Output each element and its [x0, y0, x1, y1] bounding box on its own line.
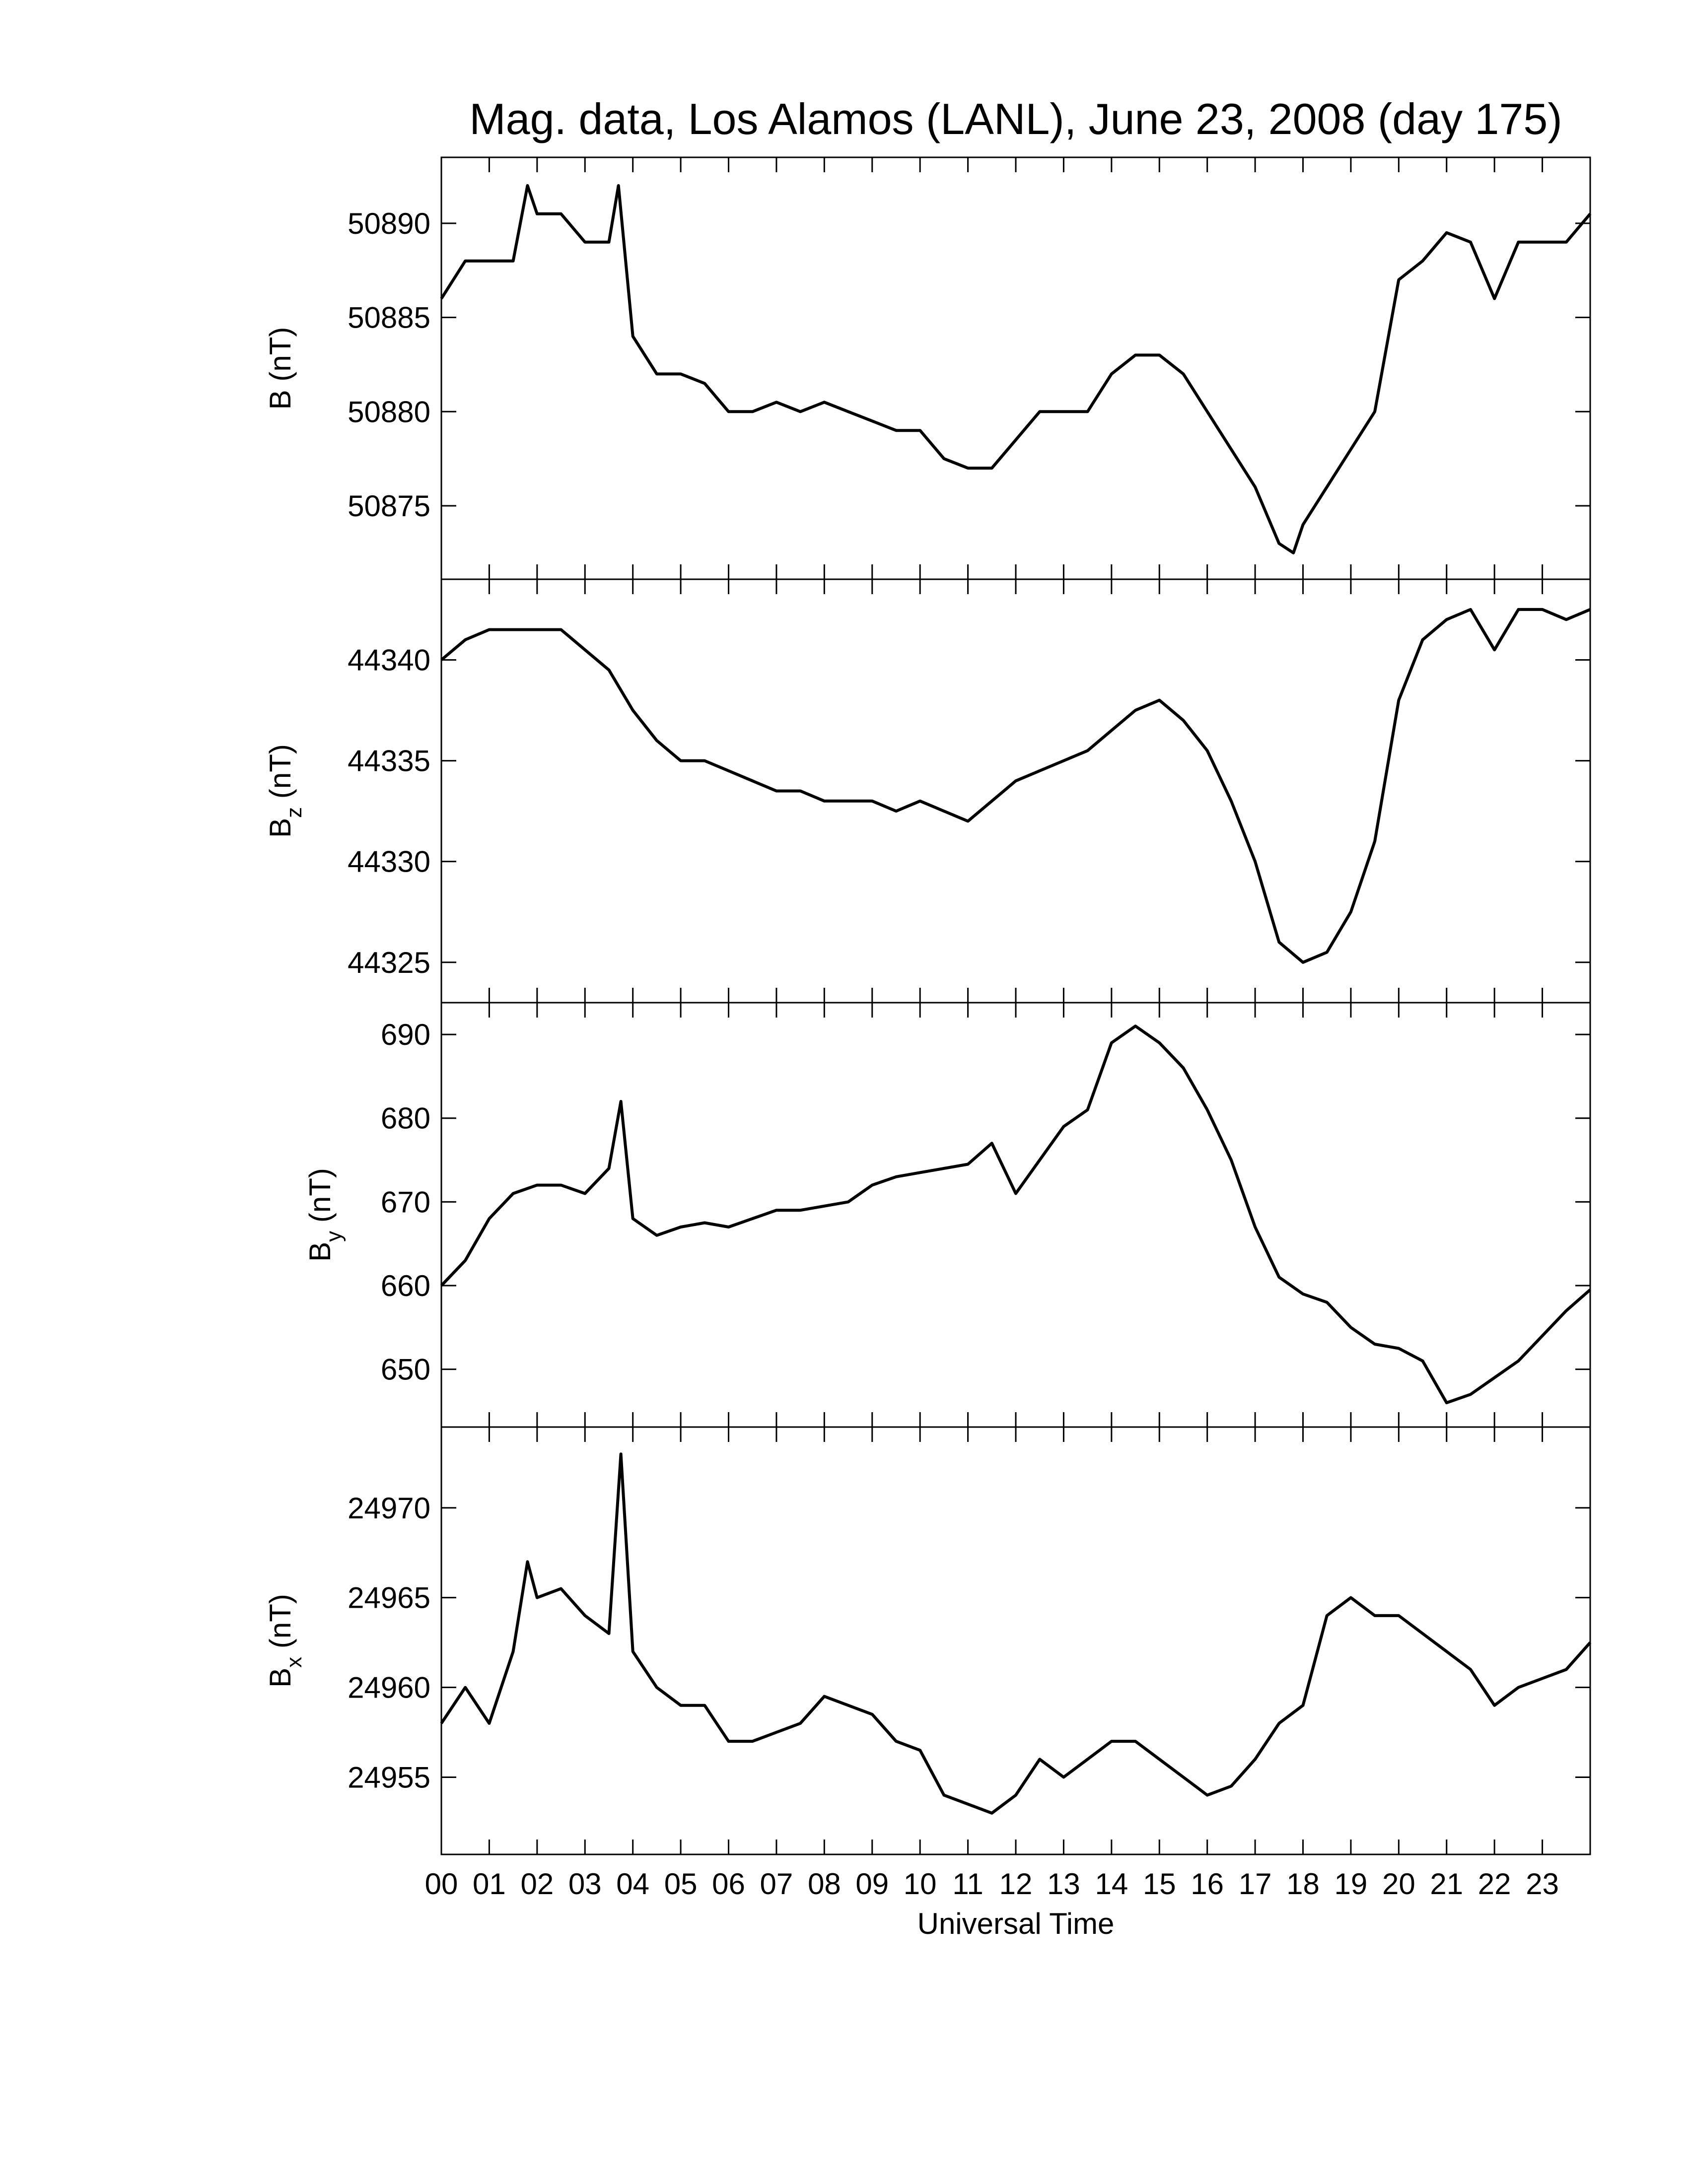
x-tick-label: 19: [1335, 1867, 1368, 1901]
y-tick-label: 680: [381, 1102, 430, 1135]
x-tick-label: 06: [712, 1867, 745, 1901]
y-label-unit: (nT): [264, 744, 297, 799]
plot-frame: [440, 578, 1591, 1004]
data-line: [440, 1024, 1591, 1405]
x-tick-label: 13: [1047, 1867, 1080, 1901]
y-label-subscript: x: [282, 1657, 306, 1668]
x-tick-label: 00: [425, 1867, 458, 1901]
y-axis-label: Bx (nT): [264, 1594, 306, 1688]
y-label-space: [264, 382, 297, 390]
y-tick-label: 24955: [348, 1761, 430, 1794]
data-line: [440, 608, 1591, 964]
y-tick-label: 650: [381, 1353, 430, 1386]
y-tick-label: 44325: [348, 946, 430, 979]
x-tick-label: 23: [1526, 1867, 1559, 1901]
x-tick-label: 16: [1191, 1867, 1224, 1901]
x-tick-label: 11: [952, 1867, 983, 1901]
data-line: [440, 1452, 1592, 1815]
y-label-subscript: z: [282, 807, 306, 818]
chart-title: Mag. data, Los Alamos (LANL), June 23, 2…: [469, 94, 1562, 143]
x-tick-label: 03: [568, 1867, 602, 1901]
y-tick-label: 50880: [348, 395, 430, 428]
x-tick-label: 10: [904, 1867, 937, 1901]
x-tick-label: 20: [1382, 1867, 1415, 1901]
y-tick-label: 44340: [348, 643, 430, 677]
y-label-unit: (nT): [264, 1594, 297, 1648]
data-line: [440, 184, 1592, 554]
y-label-symbol: B: [264, 390, 297, 410]
plot-frame: [440, 1426, 1591, 1855]
y-tick-label: 24965: [348, 1581, 430, 1615]
y-tick-label: 660: [381, 1269, 430, 1302]
x-tick-label: 12: [999, 1867, 1033, 1901]
y-label-unit: (nT): [264, 327, 297, 382]
y-label-symbol: B: [264, 818, 297, 838]
x-tick-label: 07: [760, 1867, 793, 1901]
y-label-unit: (nT): [303, 1168, 337, 1223]
y-tick-label: 44335: [348, 745, 430, 778]
y-label-space: [303, 1223, 337, 1231]
y-tick-label: 690: [381, 1018, 430, 1051]
x-tick-label: 18: [1286, 1867, 1320, 1901]
x-tick-label: 02: [520, 1867, 554, 1901]
y-tick-label: 24960: [348, 1671, 430, 1705]
x-tick-label: 05: [664, 1867, 698, 1901]
y-tick-label: 670: [381, 1185, 430, 1219]
y-label-space: [264, 1648, 297, 1657]
x-tick-label: 04: [616, 1867, 649, 1901]
x-tick-label: 14: [1095, 1867, 1128, 1901]
y-axis-label: By (nT): [303, 1168, 346, 1262]
x-tick-label: 22: [1478, 1867, 1511, 1901]
x-axis-label: Universal Time: [917, 1907, 1115, 1940]
x-tick-label: 08: [808, 1867, 841, 1901]
x-tick-label: 21: [1430, 1867, 1463, 1901]
y-label-symbol: B: [303, 1242, 337, 1262]
y-tick-label: 50885: [348, 301, 430, 335]
x-tick-label: 15: [1143, 1867, 1176, 1901]
x-tick-label: 01: [473, 1867, 506, 1901]
y-label-subscript: y: [322, 1231, 346, 1242]
y-axis-label: B (nT): [264, 327, 297, 410]
y-tick-label: 24970: [348, 1492, 430, 1525]
plot-frame: [440, 1002, 1591, 1428]
y-tick-label: 50890: [348, 207, 430, 240]
x-tick-label: 09: [855, 1867, 889, 1901]
y-label-symbol: B: [264, 1668, 297, 1688]
x-tick-label: 17: [1239, 1867, 1272, 1901]
y-tick-label: 44330: [348, 845, 430, 879]
y-label-space: [264, 799, 297, 807]
y-axis-label: Bz (nT): [264, 744, 306, 838]
y-tick-label: 50875: [348, 489, 430, 523]
